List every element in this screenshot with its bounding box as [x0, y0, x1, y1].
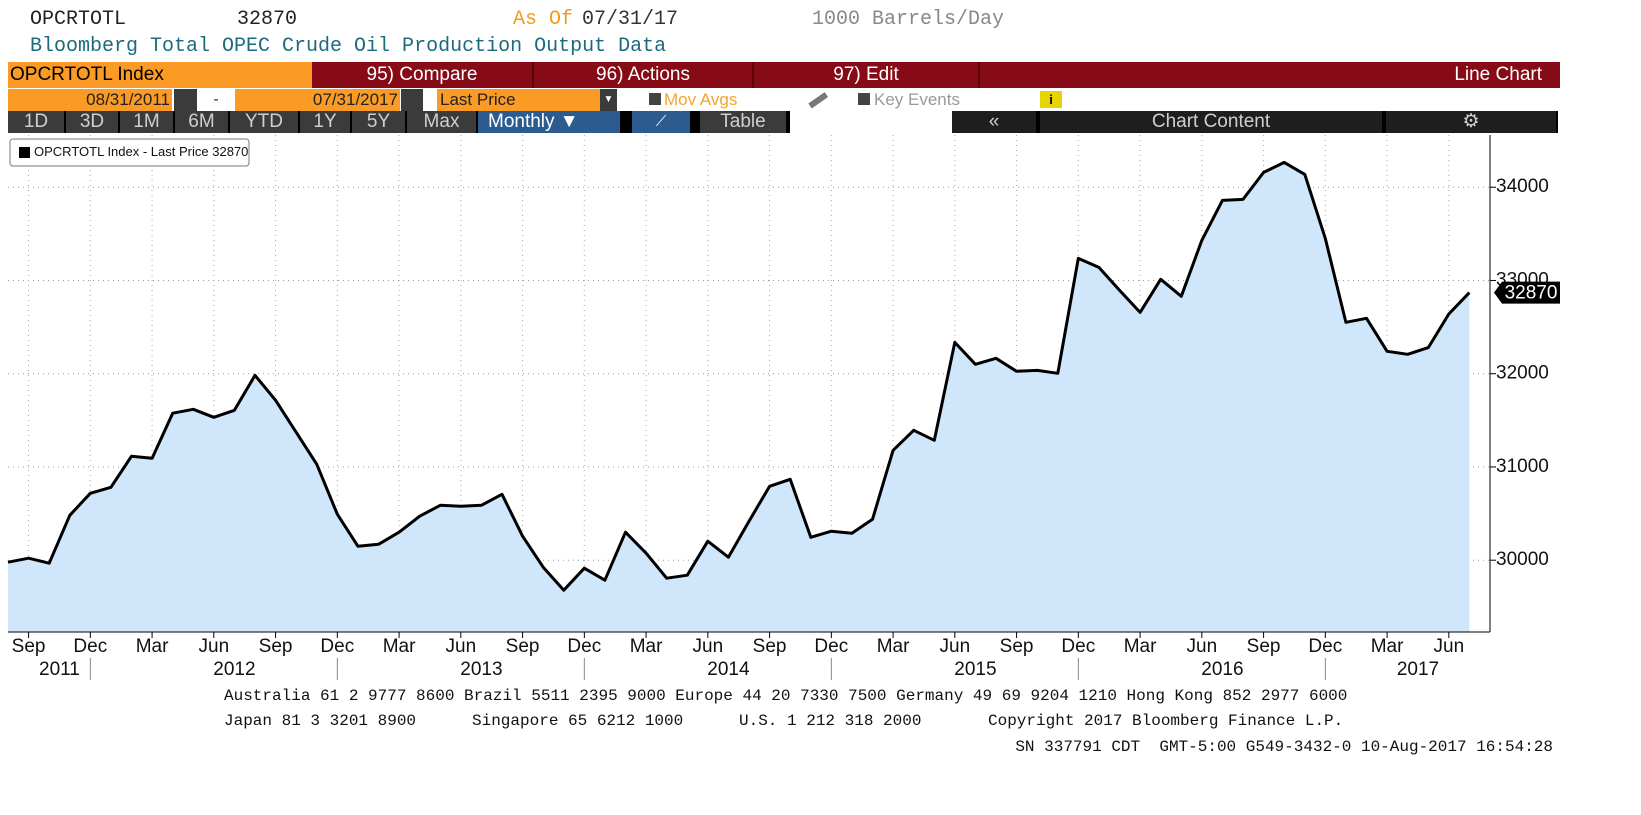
x-tick-label: Dec [1061, 636, 1095, 657]
y-tick-label: 30000 [1496, 549, 1549, 570]
x-tick-label: Dec [1308, 636, 1342, 657]
info-icon[interactable]: i [1040, 91, 1062, 108]
frequency: Monthly [488, 111, 555, 132]
period-button[interactable]: 5Y [352, 111, 407, 133]
x-tick-label: Jun [693, 636, 724, 657]
calendar-icon[interactable] [174, 89, 197, 111]
legend-swatch [19, 147, 30, 158]
x-tick-label: Dec [567, 636, 601, 657]
x-tick-label: Mar [877, 636, 910, 657]
field-select[interactable]: Last Price [437, 89, 600, 111]
y-tick-label: 34000 [1496, 176, 1549, 197]
x-tick-label: Sep [259, 636, 293, 657]
table-button[interactable]: Table [700, 111, 788, 133]
x-tick-label: Dec [814, 636, 848, 657]
x-tick-label: Mar [1124, 636, 1157, 657]
period-button[interactable]: Max [407, 111, 478, 133]
key-events[interactable]: Key Events [874, 90, 960, 109]
period-button[interactable]: 6M [175, 111, 230, 133]
collapse-button[interactable]: « [952, 111, 1038, 133]
x-tick-label: Dec [73, 636, 107, 657]
footer-japan: Japan 81 3 3201 8900 [224, 712, 417, 730]
line [7, 160, 1471, 592]
calendar-icon[interactable] [401, 89, 423, 111]
x-tick-label: Mar [630, 636, 663, 657]
period-button[interactable]: YTD [230, 111, 300, 133]
dropdown-arrow[interactable]: ▼ [600, 89, 617, 111]
chart-content-button[interactable]: Chart Content [1040, 111, 1384, 133]
period-button[interactable]: 1M [120, 111, 175, 133]
as-of-date: 07/31/17 [582, 8, 679, 31]
edit-button[interactable]: 97) Edit [754, 62, 980, 88]
start-date[interactable]: 08/31/2011 [8, 89, 172, 111]
year-label: 2012 [213, 659, 255, 680]
date-separator: - [199, 89, 233, 111]
x-tick-label: Sep [12, 636, 46, 657]
y-tick-label: 32000 [1496, 363, 1549, 384]
chart-type[interactable]: Line Chart [1454, 64, 1542, 85]
settings-button[interactable]: ⚙ [1386, 111, 1558, 133]
units: 1000 Barrels/Day [812, 8, 1005, 31]
footer-phones: Australia 61 2 9777 8600 Brazil 5511 239… [224, 687, 1348, 705]
last-value-box [1494, 281, 1560, 304]
period-button[interactable]: 3D [66, 111, 120, 133]
legend-label: OPCRTOTL Index - Last Price 32870 [34, 144, 248, 159]
year-label: 2016 [1201, 659, 1243, 680]
compare-button[interactable]: 95) Compare [312, 62, 534, 88]
x-tick-label: Sep [753, 636, 787, 657]
x-tick-label: Sep [506, 636, 540, 657]
x-tick-label: Jun [446, 636, 477, 657]
security-field[interactable]: OPCRTOTL Index [8, 62, 312, 88]
x-tick-label: Mar [1371, 636, 1404, 657]
legend-name: OPCRTOTL Index - Last Price [34, 144, 209, 159]
year-label: 2013 [460, 659, 502, 680]
legend-value: 32870 [212, 144, 248, 159]
year-label: 2017 [1397, 659, 1439, 680]
x-tick-label: Jun [940, 636, 971, 657]
period-bar: 1D 3D 1M 6M YTD 1Y 5Y Max [8, 111, 790, 133]
period-button[interactable]: 1Y [300, 111, 352, 133]
last-value: 32870 [237, 8, 298, 31]
x-tick-label: Sep [1000, 636, 1034, 657]
y-tick-label: 31000 [1496, 456, 1549, 477]
chart-icon[interactable]: ⟋ [632, 111, 690, 133]
year-label: 2014 [707, 659, 750, 680]
footer-singapore: Singapore 65 6212 1000 [472, 712, 684, 730]
frequency-select[interactable]: Monthly ▼ [478, 111, 620, 133]
year-label: 2015 [954, 659, 996, 680]
year-label: 2011 [39, 659, 80, 680]
x-tick-label: Sep [1247, 636, 1281, 657]
description: Bloomberg Total OPEC Crude Oil Productio… [30, 35, 667, 58]
checkbox[interactable] [858, 93, 870, 105]
x-tick-label: Jun [1434, 636, 1465, 657]
area [8, 162, 1470, 632]
x-tick-label: Mar [383, 636, 416, 657]
checkbox[interactable] [649, 93, 661, 105]
footer-copyright: Copyright 2017 Bloomberg Finance L.P. [988, 712, 1344, 730]
footer-session: SN 337791 CDT GMT-5:00 G549-3432-0 10-Au… [1015, 738, 1553, 756]
x-tick-label: Jun [1187, 636, 1218, 657]
legend-box [9, 138, 250, 167]
end-date[interactable]: 07/31/2017 [235, 89, 400, 111]
footer-us: U.S. 1 212 318 2000 [739, 712, 922, 730]
ticker: OPCRTOTL [30, 8, 127, 31]
x-tick-label: Jun [199, 636, 230, 657]
x-tick-label: Dec [320, 636, 354, 657]
last-value-label: 32870 [1505, 283, 1558, 304]
period-button[interactable]: 1D [8, 111, 66, 133]
as-of-label: As Of [513, 8, 574, 31]
x-tick-label: Mar [136, 636, 169, 657]
menu-bar [312, 62, 1560, 88]
actions-button[interactable]: 96) Actions [534, 62, 754, 88]
mov-avgs[interactable]: Mov Avgs [664, 90, 738, 109]
legend: OPCRTOTL Index - Last Price 32870 [9, 138, 250, 167]
